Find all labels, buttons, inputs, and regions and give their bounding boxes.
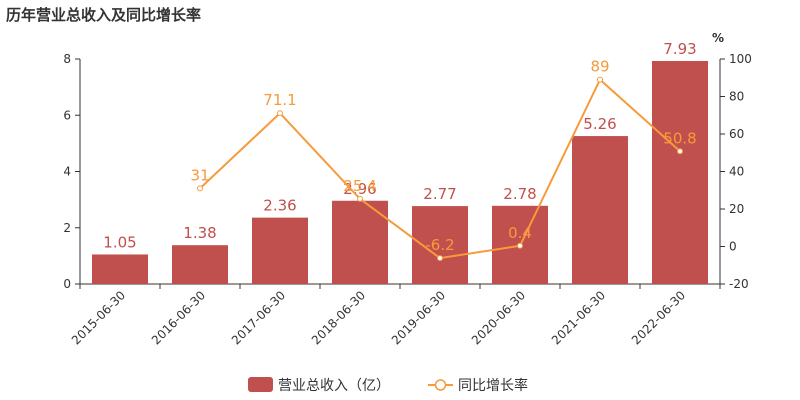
- growth-rate-label: 89: [590, 58, 609, 76]
- growth-rate-point: [517, 242, 523, 249]
- legend-line-label: 同比增长率: [458, 377, 528, 394]
- growth-rate-label: 25.4: [343, 177, 376, 195]
- growth-rate-label: -6.2: [425, 236, 454, 254]
- x-axis-tick-label: 2020-06-30: [469, 288, 528, 347]
- left-axis-tick-label: 0: [63, 277, 71, 291]
- bar: [332, 200, 388, 284]
- x-axis-tick-label: 2021-06-30: [549, 288, 608, 347]
- growth-rate-point: [437, 255, 443, 262]
- bar-value-label: 7.93: [663, 40, 696, 58]
- right-axis-tick-label: -20: [729, 277, 749, 291]
- right-axis-tick-label: 60: [729, 127, 744, 141]
- x-axis-tick-label: 2016-06-30: [149, 288, 208, 347]
- bar: [572, 136, 628, 284]
- right-axis-unit: %: [712, 31, 724, 45]
- growth-rate-label: 50.8: [663, 129, 696, 147]
- bar-value-label: 2.96: [343, 180, 376, 198]
- x-axis-tick-label: 2017-06-30: [229, 288, 288, 347]
- x-axis-tick-label: 2015-06-30: [69, 288, 128, 347]
- right-axis-tick-label: 0: [729, 240, 737, 254]
- bar-value-label: 1.38: [183, 224, 216, 242]
- bar-value-label: 5.26: [583, 115, 616, 133]
- left-axis-tick-label: 6: [63, 108, 71, 122]
- growth-rate-point: [357, 195, 363, 202]
- legend-line-marker: [434, 379, 447, 391]
- bar-value-label: 2.78: [503, 185, 536, 203]
- growth-rate-point: [197, 185, 203, 192]
- growth-rate-point: [277, 110, 283, 117]
- growth-rate-label: 31: [190, 166, 209, 184]
- left-axis-tick-label: 4: [63, 165, 71, 179]
- bar-value-label: 2.77: [423, 185, 456, 203]
- right-axis-tick-label: 40: [729, 165, 744, 179]
- chart-title: 历年营业总收入及同比增长率: [6, 6, 202, 24]
- bar: [252, 217, 308, 284]
- bar: [172, 245, 228, 284]
- left-axis-tick-label: 2: [63, 221, 71, 235]
- x-axis-tick-label: 2018-06-30: [309, 288, 368, 347]
- right-axis-tick-label: 100: [729, 52, 752, 66]
- growth-rate-label: 0.4: [508, 224, 532, 242]
- right-axis-tick-label: 20: [729, 202, 744, 216]
- left-axis-tick-label: 8: [63, 52, 71, 66]
- growth-rate-label: 71.1: [263, 91, 296, 109]
- growth-rate-point: [597, 76, 603, 83]
- legend-bar-swatch: [248, 377, 273, 392]
- bar-value-label: 2.36: [263, 197, 296, 215]
- bar: [92, 254, 148, 284]
- x-axis-tick-label: 2022-06-30: [629, 288, 688, 347]
- bar: [652, 60, 708, 284]
- legend-bar-label: 营业总收入（亿）: [278, 378, 390, 394]
- right-axis-tick-label: 80: [729, 90, 744, 104]
- bar-value-label: 1.05: [103, 233, 136, 251]
- x-axis-tick-label: 2019-06-30: [389, 288, 448, 347]
- growth-rate-point: [677, 148, 683, 155]
